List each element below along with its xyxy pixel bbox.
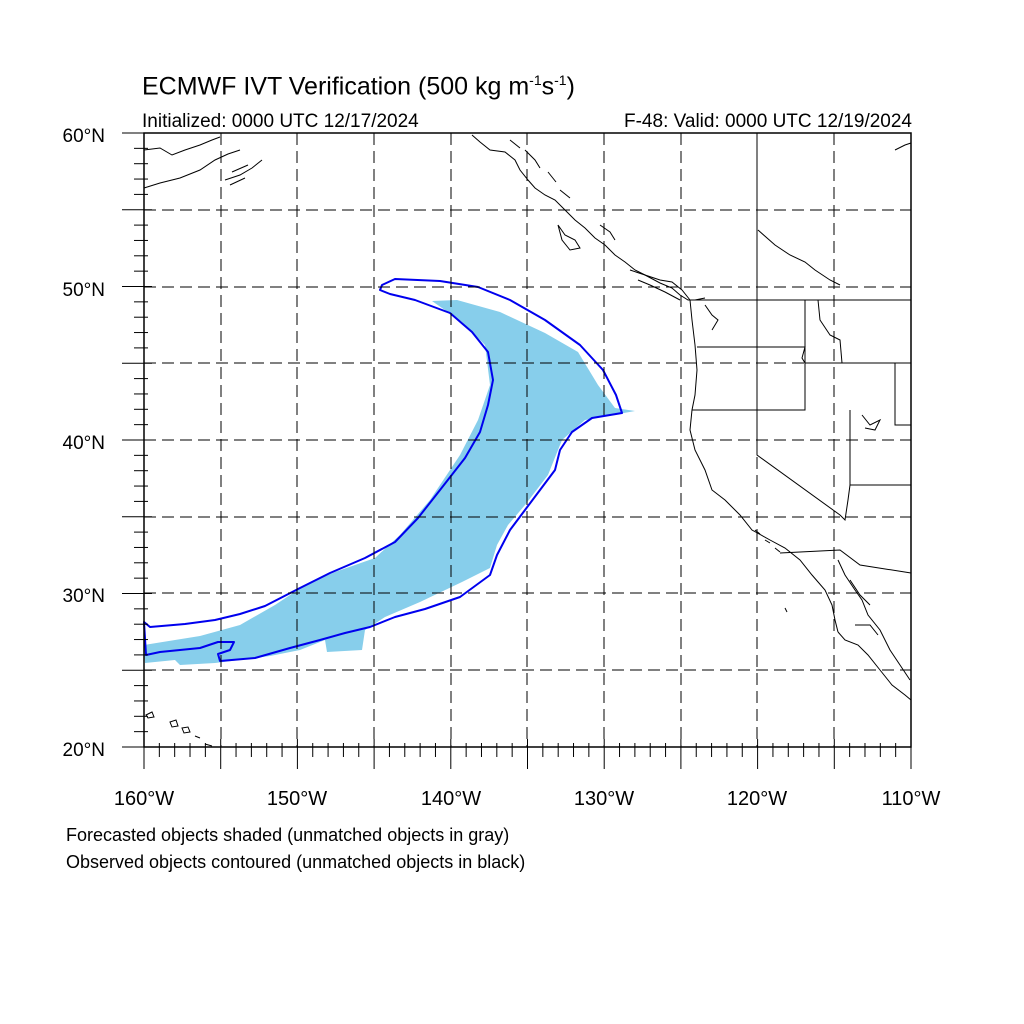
valid-time-label: F-48: Valid: 0000 UTC 12/19/2024	[624, 111, 912, 132]
lat-label-60: 60°N	[63, 126, 105, 147]
lon-label-130w: 130°W	[574, 788, 634, 810]
observed-contour	[143, 278, 623, 662]
lon-label-140w: 140°W	[421, 788, 481, 810]
map-title: ECMWF IVT Verification (500 kg m-1s-1)	[142, 72, 575, 101]
lon-label-150w: 150°W	[267, 788, 327, 810]
lon-label-120w: 120°W	[727, 788, 787, 810]
grid-lines	[144, 133, 911, 747]
observed-note: Observed objects contoured (unmatched ob…	[66, 852, 526, 872]
lat-label-50: 50°N	[63, 280, 105, 301]
lon-label-160w: 160°W	[114, 788, 174, 810]
initialized-label: Initialized: 0000 UTC 12/17/2024	[142, 111, 419, 132]
axis-ticks	[122, 132, 912, 769]
coastlines	[143, 133, 912, 747]
lat-label-30: 30°N	[63, 586, 105, 607]
lat-label-40: 40°N	[63, 433, 105, 454]
forecast-note: Forecasted objects shaded (unmatched obj…	[66, 825, 510, 845]
forecast-object	[144, 300, 635, 665]
lat-label-20: 20°N	[63, 740, 105, 761]
lon-label-110w: 110°W	[882, 788, 941, 810]
